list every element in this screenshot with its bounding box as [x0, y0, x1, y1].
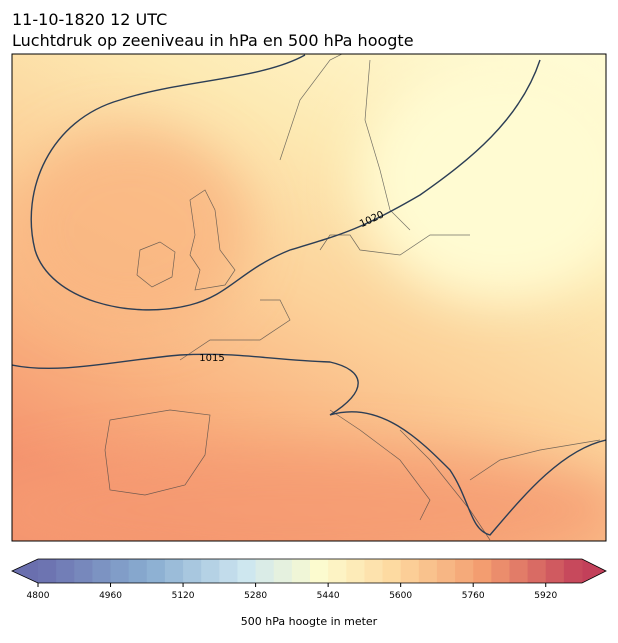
colorbar-tick-label: 5440	[317, 591, 340, 601]
colorbar-segment	[346, 559, 365, 583]
colorbar-segment	[237, 559, 257, 583]
colorbar-segment	[545, 559, 565, 583]
colorbar-segment	[74, 559, 93, 583]
height-field	[12, 60, 606, 541]
colorbar-segment	[291, 559, 311, 583]
colorbar-segment	[38, 559, 57, 583]
colorbar-segment	[146, 559, 166, 583]
colorbar-segment	[436, 559, 456, 583]
colorbar: 4800 4960 5120 5280 5440 5600 5760 5920	[11, 558, 607, 601]
colorbar-segment	[310, 559, 329, 583]
colorbar-segment	[328, 559, 347, 583]
colorbar-segment	[201, 559, 220, 583]
colorbar-frame	[11, 558, 607, 584]
colorbar-segment	[400, 559, 420, 583]
colorbar-segment	[128, 559, 148, 583]
coastlines	[104, 54, 601, 541]
colorbar-segment	[183, 559, 202, 583]
map: 1020 1015	[12, 54, 606, 541]
colorbar-segment	[491, 559, 510, 583]
isobar-label: 1015	[199, 353, 224, 364]
colorbar-label: 500 hPa hoogte in meter	[241, 615, 378, 628]
colorbar-tick-label: 4960	[99, 591, 122, 601]
colorbar-tick-label: 5280	[244, 591, 267, 601]
map-frame	[11, 53, 607, 542]
title: Luchtdruk op zeeniveau in hPa en 500 hPa…	[12, 31, 414, 50]
colorbar-segment	[164, 559, 184, 583]
colorbar-segment	[255, 559, 275, 583]
colorbar-segment	[110, 559, 130, 583]
colorbar-segment	[92, 559, 112, 583]
colorbar-segment	[219, 559, 238, 583]
colorbar-segment	[473, 559, 492, 583]
colorbar-segment	[509, 559, 529, 583]
date: 11-10-1820 12 UTC	[12, 10, 167, 29]
colorbar-tick-label: 4800	[27, 591, 50, 601]
colorbar-extend	[12, 559, 38, 583]
colorbar-segment	[364, 559, 384, 583]
isobars	[12, 54, 606, 536]
colorbar-segment	[382, 559, 402, 583]
colorbar-tick-label: 5760	[462, 591, 485, 601]
colorbar-extend	[582, 559, 606, 583]
colorbar-segment	[455, 559, 474, 583]
colorbar-tick-label: 5600	[389, 591, 412, 601]
colorbar-segment	[563, 559, 583, 583]
colorbar-segment	[527, 559, 547, 583]
colorbar-tick-label: 5920	[534, 591, 557, 601]
colorbar-segment	[273, 559, 293, 583]
colorbar-tick-label: 5120	[172, 591, 195, 601]
colorbar-segment	[56, 559, 75, 583]
colorbar-segment	[418, 559, 438, 583]
